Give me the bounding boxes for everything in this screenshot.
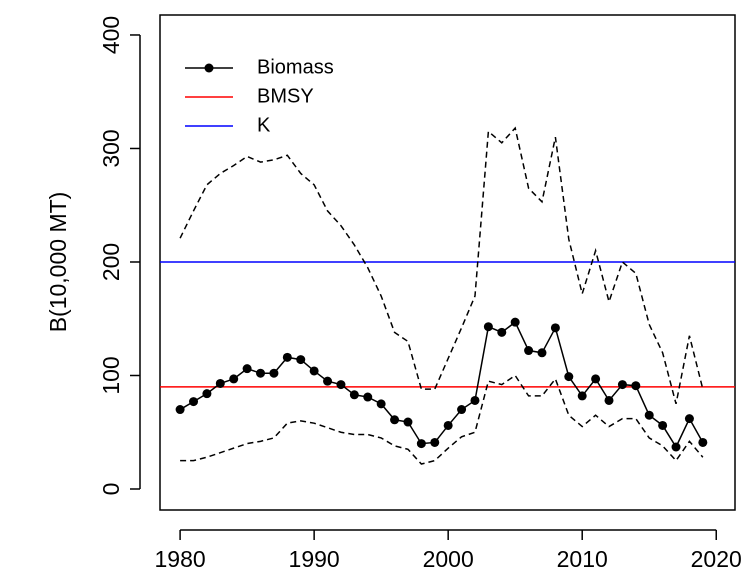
data-point <box>189 397 199 407</box>
data-point <box>577 391 587 401</box>
x-tick-label: 2000 <box>423 546 474 572</box>
data-point <box>215 378 225 388</box>
legend-label: Biomass <box>257 56 334 78</box>
data-point <box>617 380 627 390</box>
data-point <box>390 415 400 425</box>
data-point <box>698 437 708 447</box>
data-point <box>363 392 373 402</box>
legend-label: BMSY <box>257 85 314 107</box>
data-point <box>242 364 252 374</box>
data-point <box>309 366 319 376</box>
y-tick-label: 100 <box>98 356 124 394</box>
interval-upper <box>179 126 704 405</box>
y-tick-label: 0 <box>98 483 124 496</box>
legend-marker <box>204 63 214 73</box>
data-point <box>443 420 453 430</box>
y-tick-label: 200 <box>98 243 124 281</box>
data-point <box>416 439 426 449</box>
series-line <box>179 320 704 449</box>
data-point <box>483 322 493 332</box>
data-point <box>282 352 292 362</box>
data-point <box>202 389 212 399</box>
data-point <box>296 355 306 365</box>
data-point <box>336 380 346 390</box>
data-point <box>269 368 279 378</box>
data-point <box>604 395 614 405</box>
data-point <box>457 405 467 415</box>
data-point <box>671 442 681 452</box>
x-tick-label: 2020 <box>691 546 742 572</box>
data-point <box>403 417 413 427</box>
data-point <box>658 420 668 430</box>
x-tick-label: 1980 <box>155 546 206 572</box>
data-point <box>256 368 266 378</box>
y-axis-title: B(10,000 MT) <box>45 192 71 333</box>
data-point <box>510 317 520 327</box>
data-point <box>497 327 507 337</box>
data-point <box>631 381 641 391</box>
data-point <box>591 374 601 384</box>
y-tick-label: 300 <box>98 129 124 167</box>
y-tick-label: 400 <box>98 16 124 54</box>
data-point <box>537 348 547 358</box>
data-point <box>564 372 574 382</box>
interval-lower <box>180 374 704 465</box>
data-point <box>524 346 534 356</box>
data-point <box>550 323 560 333</box>
data-point <box>430 437 440 447</box>
data-point <box>376 399 386 409</box>
data-point <box>644 410 654 420</box>
data-point <box>229 374 239 384</box>
legend-label: K <box>257 114 271 136</box>
data-point <box>175 405 185 415</box>
data-point <box>349 390 359 400</box>
data-point <box>470 395 480 405</box>
data-point <box>323 376 333 386</box>
data-point <box>684 414 694 424</box>
x-tick-label: 1990 <box>289 546 340 572</box>
x-tick-label: 2010 <box>557 546 608 572</box>
